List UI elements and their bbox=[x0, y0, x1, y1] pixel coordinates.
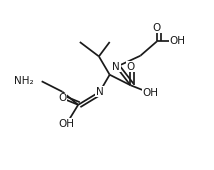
Text: OH: OH bbox=[59, 119, 74, 129]
Text: N: N bbox=[96, 87, 104, 97]
Text: OH: OH bbox=[170, 36, 186, 46]
Text: O: O bbox=[153, 23, 161, 33]
Text: O: O bbox=[58, 93, 67, 103]
Text: NH₂: NH₂ bbox=[14, 76, 34, 86]
Text: OH: OH bbox=[142, 88, 158, 98]
Text: O: O bbox=[126, 62, 135, 72]
Text: N: N bbox=[112, 62, 120, 72]
